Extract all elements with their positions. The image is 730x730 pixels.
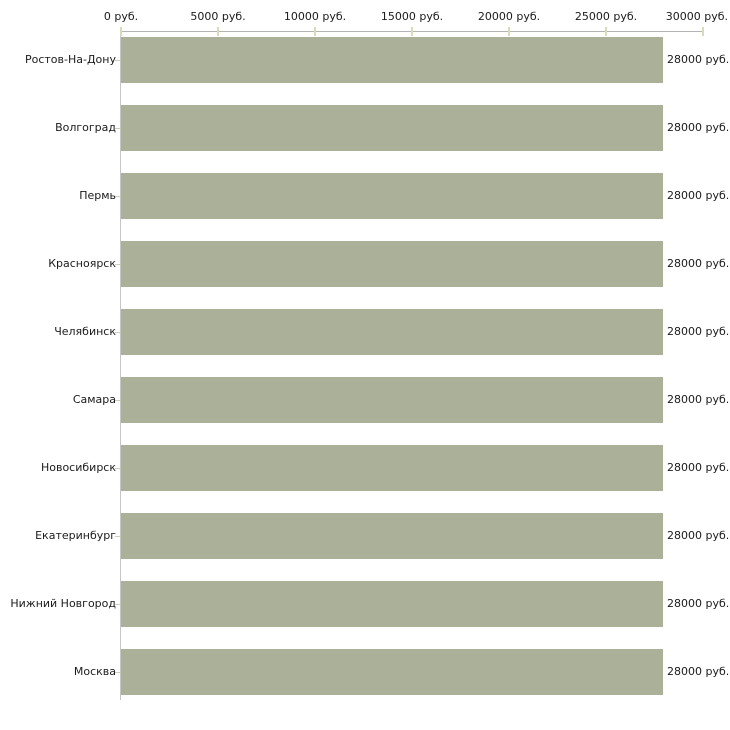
x-axis-tick-mark — [605, 27, 607, 36]
bar-value-label: 28000 руб. — [667, 461, 730, 474]
bar — [121, 377, 663, 423]
category-label: Челябинск — [54, 325, 116, 338]
category-label: Самара — [72, 393, 116, 406]
x-axis-tick-mark — [411, 27, 413, 36]
x-axis-tick-mark — [314, 27, 316, 36]
bar-value-label: 28000 руб. — [667, 665, 730, 678]
bar-value-label: 28000 руб. — [667, 189, 730, 202]
x-axis-tick-label: 10000 руб. — [283, 10, 347, 23]
bar-value-label: 28000 руб. — [667, 529, 730, 542]
bar — [121, 105, 663, 151]
bar — [121, 241, 663, 287]
x-axis-tick-mark — [217, 27, 219, 36]
category-label: Екатеринбург — [35, 529, 116, 542]
bar-value-label: 28000 руб. — [667, 393, 730, 406]
x-axis-tick-label: 15000 руб. — [380, 10, 444, 23]
category-tick — [115, 128, 120, 129]
bar — [121, 581, 663, 627]
bar — [121, 309, 663, 355]
category-label: Пермь — [79, 189, 116, 202]
x-axis-tick-label: 5000 руб. — [190, 10, 246, 23]
category-tick — [115, 60, 120, 61]
category-tick — [115, 332, 120, 333]
category-label: Волгоград — [55, 121, 116, 134]
bar — [121, 445, 663, 491]
category-label: Новосибирск — [40, 461, 116, 474]
category-label: Москва — [73, 665, 116, 678]
x-axis-tick-mark — [120, 27, 122, 36]
bar — [121, 37, 663, 83]
bar — [121, 513, 663, 559]
category-tick — [115, 196, 120, 197]
category-tick — [115, 400, 120, 401]
bar-value-label: 28000 руб. — [667, 121, 730, 134]
x-axis-tick-label: 25000 руб. — [574, 10, 638, 23]
category-label: Ростов-На-Дону — [24, 53, 116, 66]
category-tick — [115, 264, 120, 265]
bar-value-label: 28000 руб. — [667, 597, 730, 610]
bar-value-label: 28000 руб. — [667, 257, 730, 270]
bar-value-label: 28000 руб. — [667, 325, 730, 338]
category-label: Красноярск — [48, 257, 116, 270]
x-axis-tick-label: 0 руб. — [103, 10, 139, 23]
bar — [121, 649, 663, 695]
x-axis-tick-mark — [702, 27, 704, 36]
bar-value-label: 28000 руб. — [667, 53, 730, 66]
bar — [121, 173, 663, 219]
y-axis-line — [120, 31, 121, 700]
x-axis-tick-label: 30000 руб. — [665, 10, 728, 23]
category-tick — [115, 672, 120, 673]
category-tick — [115, 468, 120, 469]
category-tick — [115, 604, 120, 605]
category-tick — [115, 536, 120, 537]
x-axis-tick-label: 20000 руб. — [477, 10, 541, 23]
x-axis-tick-mark — [508, 27, 510, 36]
category-label: Нижний Новгород — [10, 597, 116, 610]
